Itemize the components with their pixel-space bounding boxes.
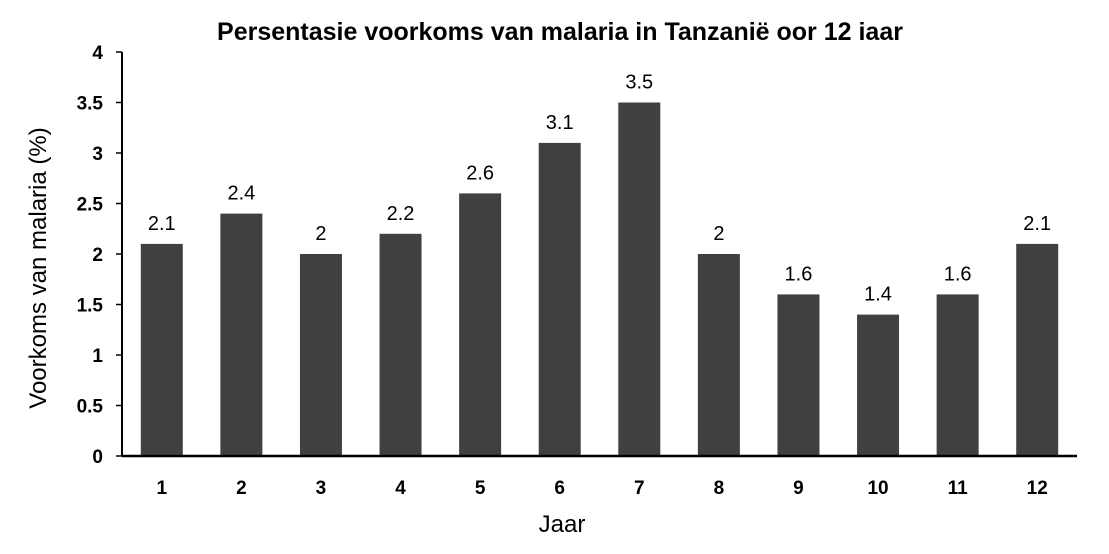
bar (857, 314, 900, 456)
y-tick-label: 4 (92, 43, 103, 64)
bar (538, 142, 581, 456)
data-label: 2.6 (466, 162, 494, 184)
data-label: 1.6 (944, 263, 972, 285)
x-tick-label: 4 (395, 478, 406, 499)
y-tick-label: 3.5 (77, 94, 104, 115)
y-tick-label: 1 (92, 346, 103, 367)
bar (220, 213, 263, 456)
y-tick-label: 0 (92, 447, 103, 468)
bar (1016, 243, 1059, 456)
bar (697, 254, 740, 456)
y-tick-label: 3 (92, 144, 103, 165)
bar (299, 254, 342, 456)
data-label: 1.4 (864, 284, 892, 306)
y-tick-label: 1.5 (77, 296, 104, 317)
x-axis-ticks: 1 2 3 4 5 6 7 8 9 10 11 12 (157, 478, 1048, 499)
x-tick-label: 8 (714, 478, 725, 499)
x-axis-label: Jaar (539, 511, 586, 538)
bar (379, 233, 422, 456)
data-label: 2 (315, 223, 326, 245)
y-tick-label: 2.5 (77, 195, 104, 216)
data-label: 3.1 (546, 112, 574, 134)
x-tick-label: 2 (236, 478, 247, 499)
data-label: 2.2 (387, 203, 415, 225)
x-tick-label: 1 (157, 478, 168, 499)
y-axis-ticks: 0 0.5 1 1.5 2 2.5 3 3.5 4 (77, 43, 122, 468)
x-tick-label: 11 (948, 478, 969, 499)
bar (140, 243, 183, 456)
x-tick-label: 5 (475, 478, 486, 499)
bars (140, 102, 1059, 456)
x-tick-label: 7 (634, 478, 645, 499)
bar (459, 193, 502, 456)
x-tick-label: 6 (554, 478, 565, 499)
bar (618, 102, 661, 456)
y-tick-label: 2 (92, 245, 103, 266)
x-tick-label: 3 (316, 478, 327, 499)
data-label: 2 (713, 223, 724, 245)
data-label: 2.4 (227, 183, 255, 205)
data-label: 3.5 (625, 72, 653, 94)
bar (936, 294, 979, 456)
y-tick-label: 0.5 (77, 397, 104, 418)
data-label: 1.6 (785, 263, 813, 285)
data-labels: 2.1 2.4 2 2.2 2.6 3.1 3.5 2 1.6 1.4 1.6 2.1 (148, 72, 1051, 306)
x-tick-label: 9 (793, 478, 804, 499)
bar (777, 294, 820, 456)
data-label: 2.1 (1023, 213, 1051, 235)
x-tick-label: 12 (1027, 478, 1048, 499)
chart-title: Persentasie voorkoms van malaria in Tanz… (217, 18, 903, 46)
x-tick-label: 10 (867, 478, 888, 499)
y-axis-label: Voorkoms van malaria (%) (25, 127, 52, 408)
data-label: 2.1 (148, 213, 176, 235)
